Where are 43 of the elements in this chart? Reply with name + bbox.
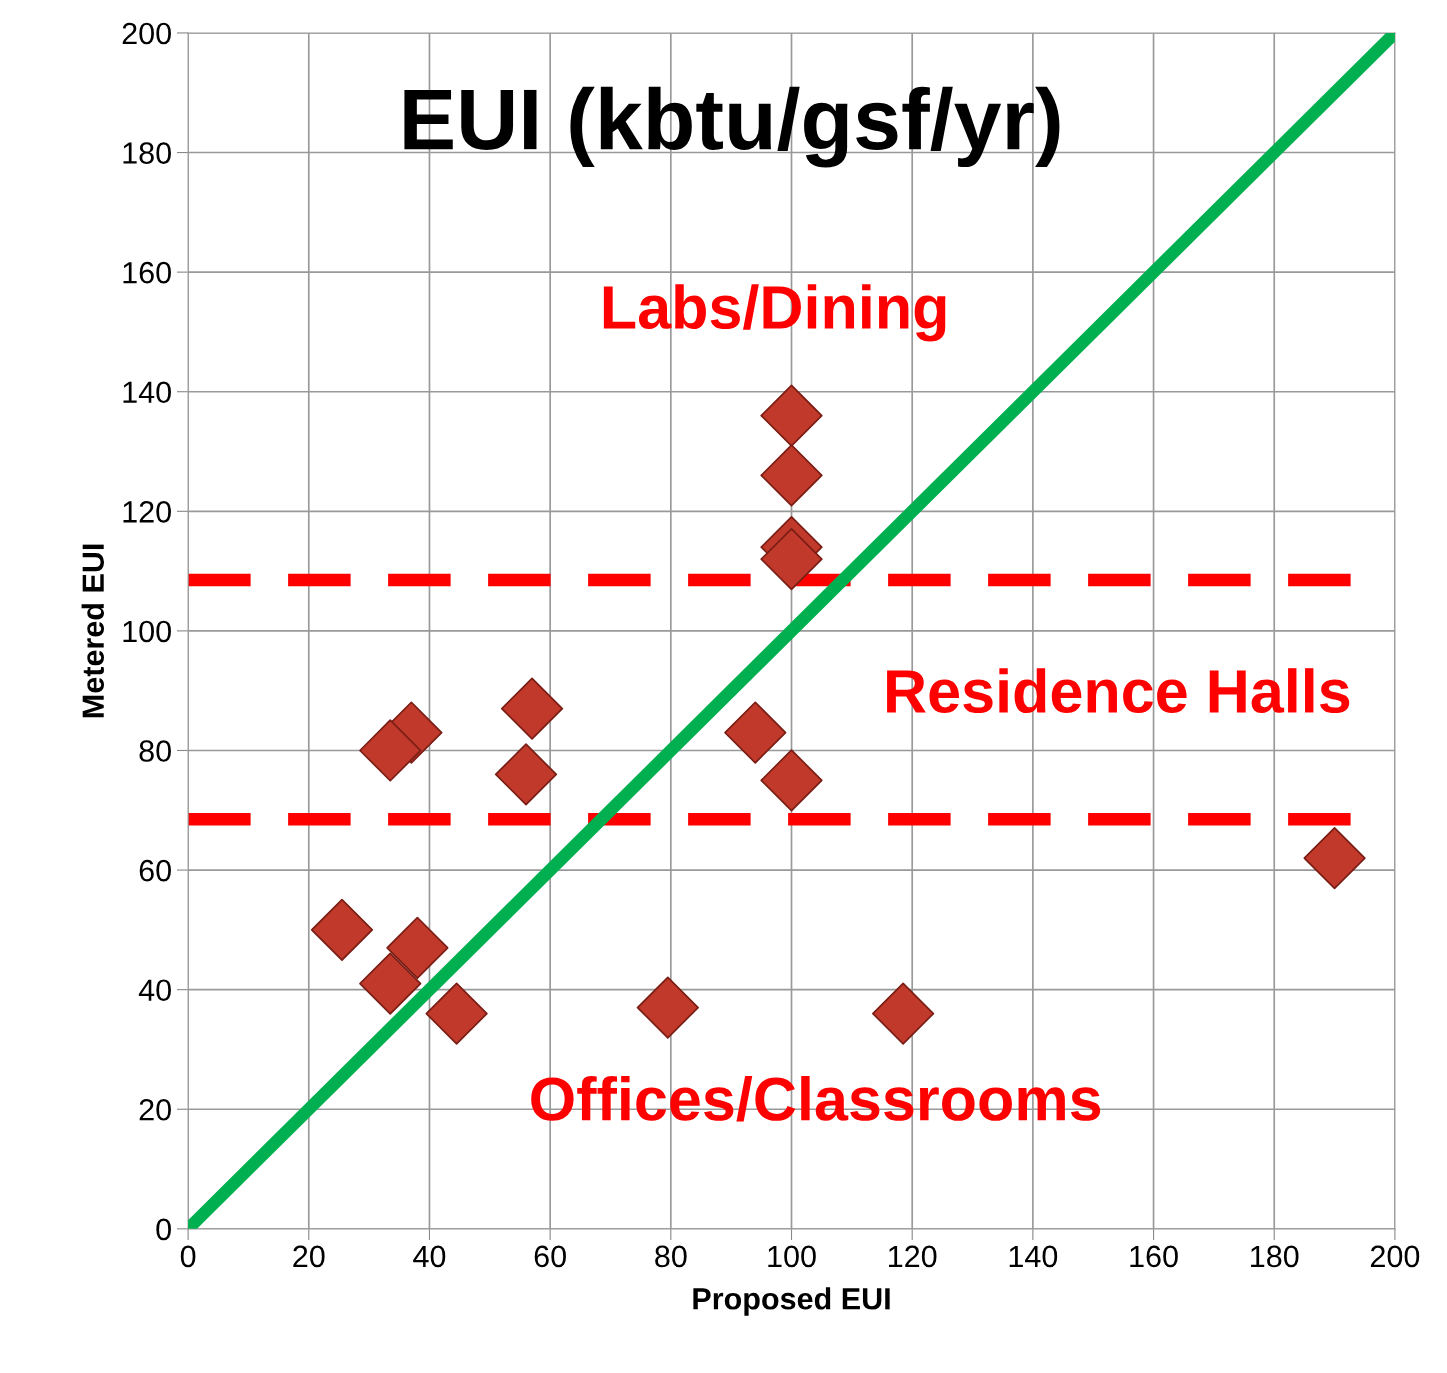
point — [359, 719, 422, 782]
y-tick-label: 160 — [123, 261, 171, 284]
y-tick-label: 120 — [123, 501, 171, 523]
x-tick-label: 80 — [655, 1245, 687, 1268]
y-tick-label: 140 — [123, 381, 171, 404]
x-axis-title: Proposed EUI — [693, 1287, 890, 1316]
point — [760, 749, 823, 812]
x-tick-label: 120 — [889, 1245, 937, 1268]
y-tick-label: 20 — [139, 1098, 171, 1121]
annotation: Residence Halls — [887, 668, 1350, 714]
x-tick-label: 140 — [1009, 1245, 1058, 1268]
point — [425, 982, 488, 1045]
point — [760, 528, 823, 591]
point — [310, 898, 374, 961]
point — [872, 982, 935, 1045]
y-tick-label: 60 — [139, 859, 171, 882]
y-tick-label: 80 — [139, 740, 171, 762]
y-tick-label: 0 — [156, 1218, 171, 1241]
y-tick-label: 40 — [138, 979, 171, 1002]
point — [359, 952, 422, 1015]
x-tick-label: 200 — [1370, 1245, 1420, 1268]
x-tick-label: 60 — [534, 1245, 566, 1268]
x-tick-label: 180 — [1251, 1245, 1299, 1268]
point — [760, 444, 823, 507]
y-tick-label: 100 — [123, 620, 171, 643]
x-tick-label: 20 — [293, 1245, 325, 1268]
text: EUI (kbtu/gsf/yr) — [404, 86, 1060, 168]
y-tick-label: 200 — [122, 22, 171, 45]
x-tick-label: 40 — [413, 1245, 446, 1268]
point — [386, 916, 449, 979]
point — [760, 384, 823, 447]
point — [724, 701, 787, 764]
annotation: Labs/Dining — [603, 284, 946, 342]
point — [494, 743, 558, 806]
point — [500, 677, 564, 740]
point — [1303, 827, 1366, 890]
x-tick-label: 0 — [180, 1245, 196, 1268]
x-tick-label: 100 — [768, 1245, 816, 1268]
y-tick-label: 180 — [123, 142, 171, 164]
x-tick-label: 160 — [1130, 1245, 1178, 1268]
y-axis-title: Metered EUI — [81, 544, 105, 718]
point — [636, 976, 699, 1039]
annotation: Offices/Classrooms — [531, 1075, 1101, 1122]
